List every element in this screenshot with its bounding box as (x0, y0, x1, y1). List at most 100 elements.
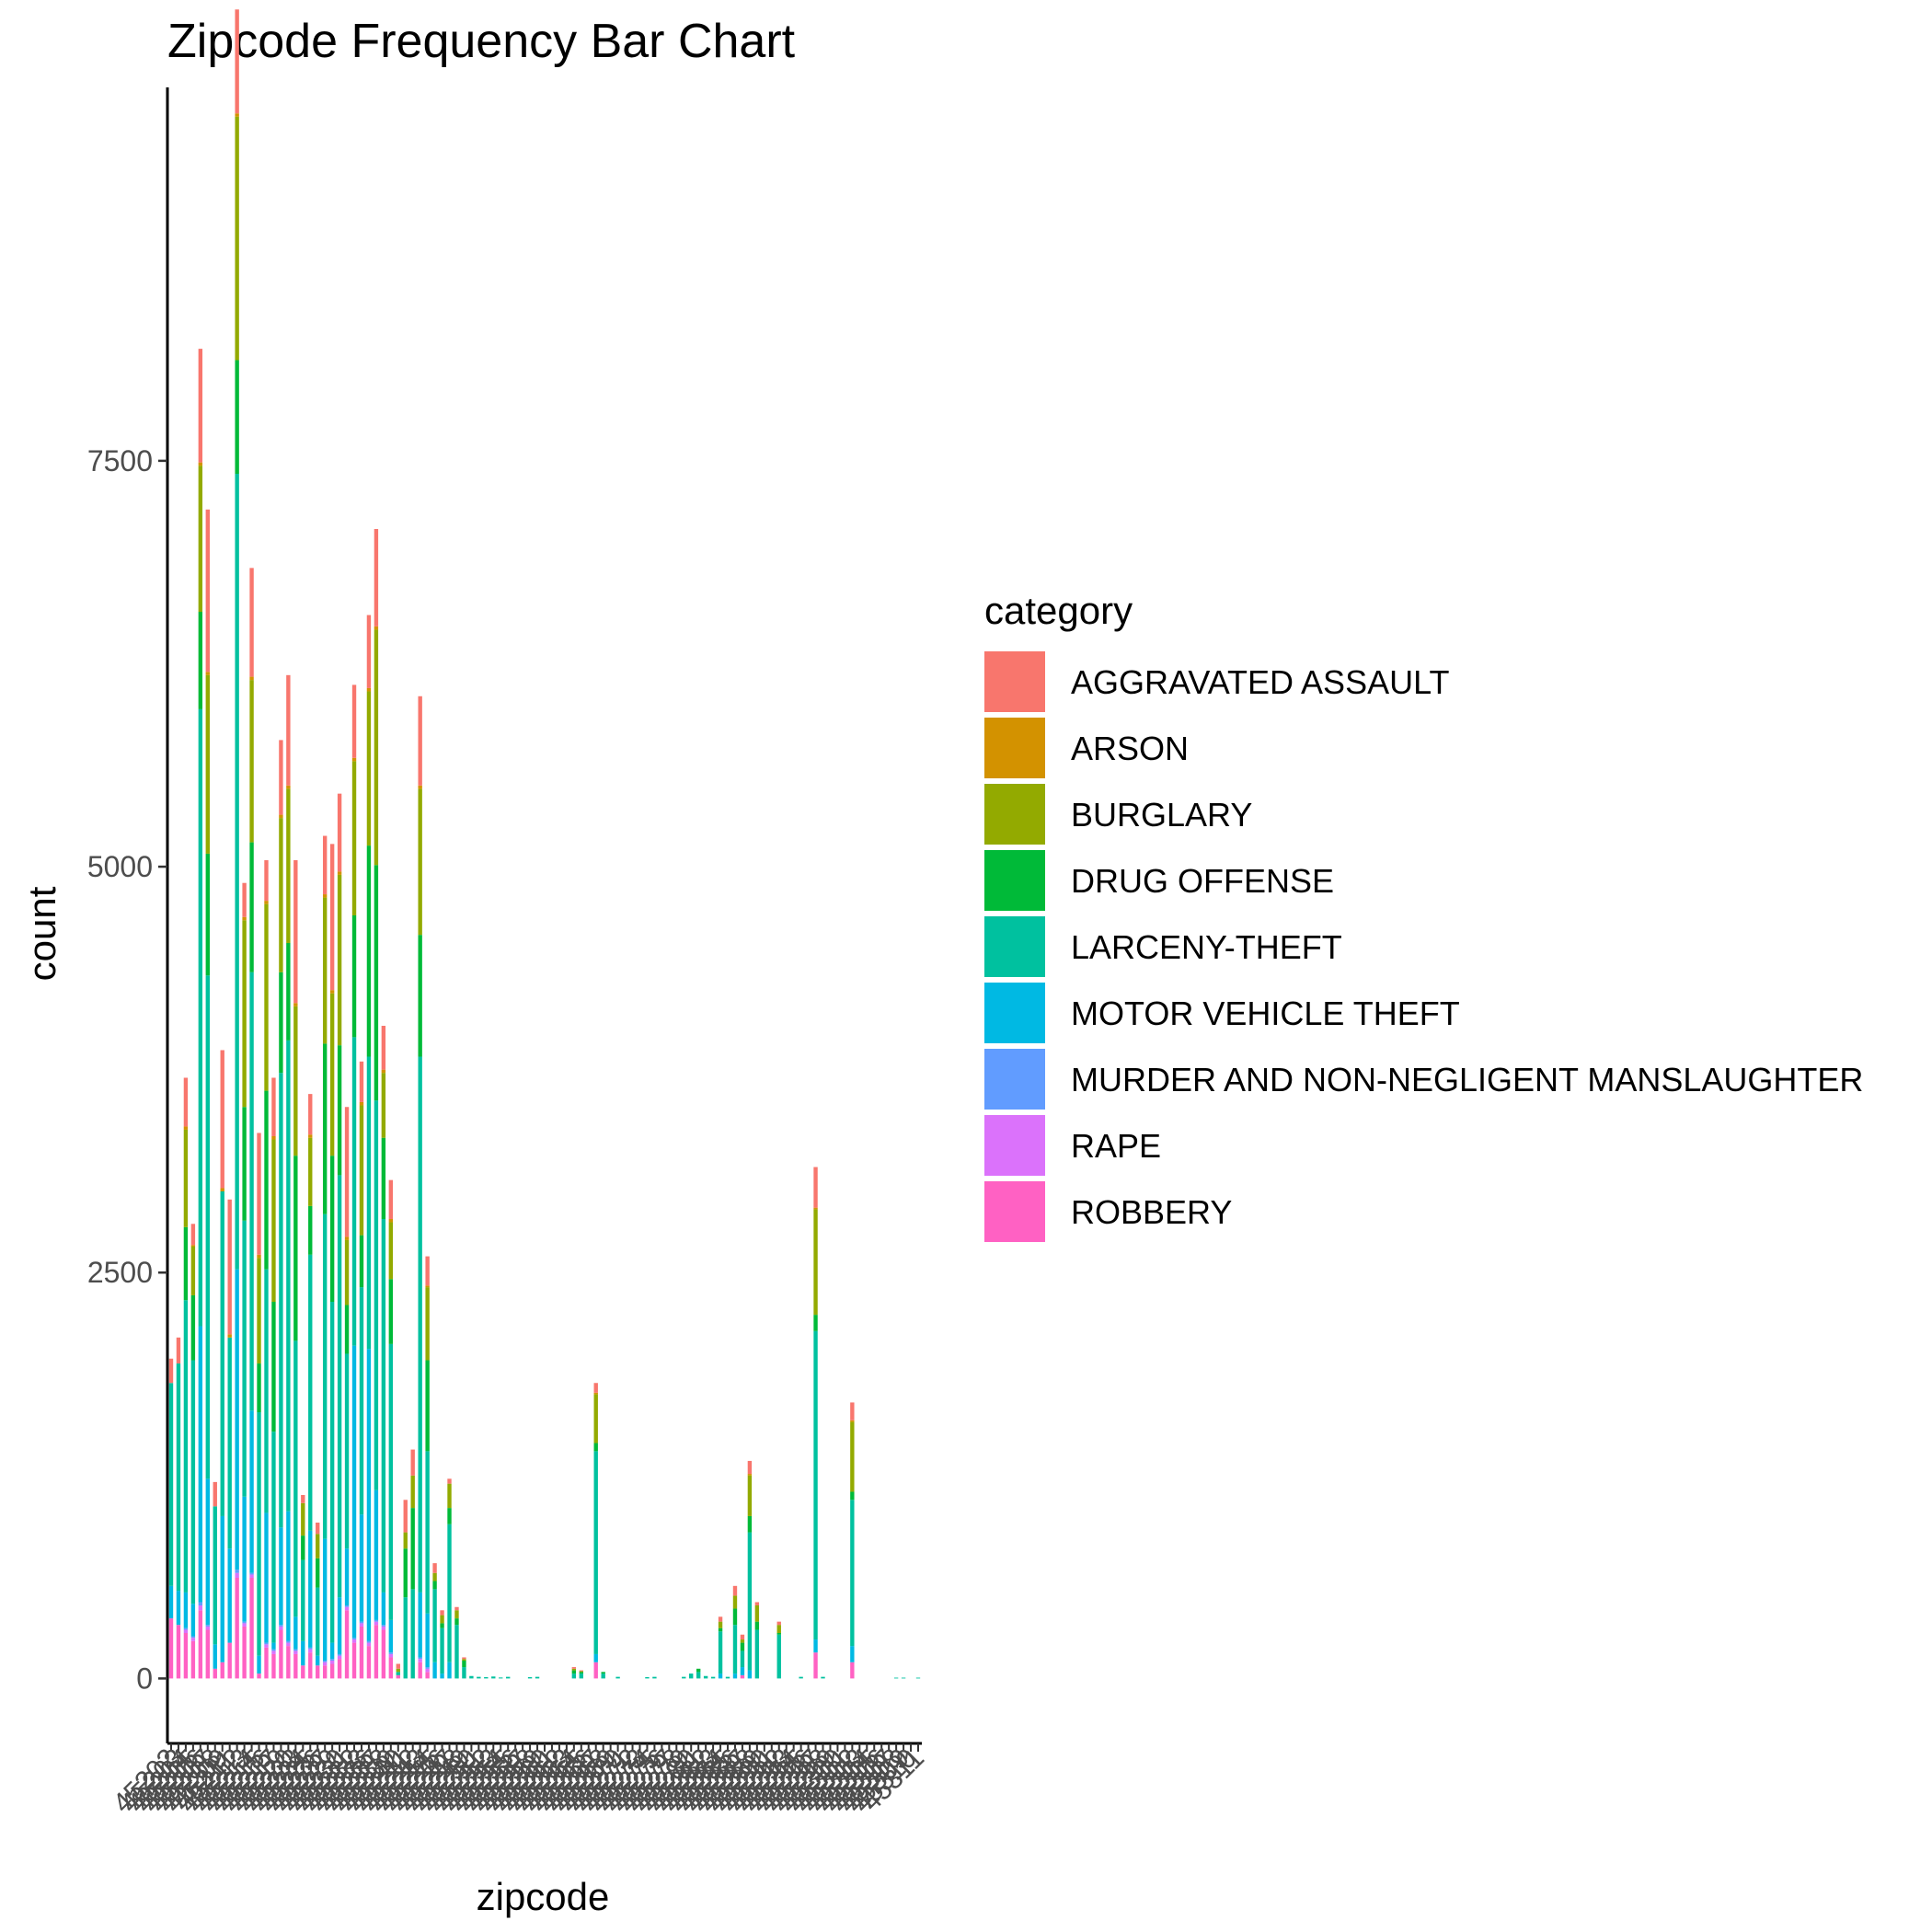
bar-segment (308, 1134, 313, 1138)
bar-segment (293, 1006, 298, 1156)
bar-segment (286, 943, 291, 1041)
bar-segment (579, 1672, 583, 1674)
bar-segment (754, 1629, 760, 1679)
bar-segment (388, 1179, 394, 1219)
bar-segment (893, 1677, 899, 1679)
bar-segment (374, 629, 379, 866)
bar-segment (388, 1343, 394, 1620)
bar-segment (571, 1668, 577, 1671)
bar-segment (308, 1652, 313, 1679)
bar-segment (593, 1443, 598, 1452)
bar-segment (593, 1451, 598, 1654)
bar-segment (316, 1534, 320, 1558)
bar-segment (337, 1659, 342, 1679)
bar-segment (432, 1662, 437, 1679)
bar-segment (484, 1677, 489, 1679)
bar-segment (418, 935, 422, 1057)
bar-segment (579, 1671, 583, 1673)
bar-segment (615, 1676, 620, 1679)
bar-segment (337, 793, 342, 872)
bar-segment (813, 1652, 818, 1679)
bar-segment (351, 1345, 357, 1639)
bar-segment (718, 1616, 723, 1622)
bar-segment (242, 1496, 247, 1622)
y-axis-title: count (20, 886, 63, 981)
bar-segment (316, 1665, 320, 1679)
bar-segment (344, 1236, 350, 1240)
bar-segment (322, 1043, 328, 1214)
bar-segment (366, 1640, 372, 1643)
bar-segment (257, 1412, 261, 1656)
bar-segment (652, 1676, 657, 1679)
legend-swatch (984, 983, 1045, 1043)
bar-segment (813, 1330, 818, 1640)
bar-segment (447, 1662, 452, 1679)
chart-title: Zipcode Frequency Bar Chart (167, 15, 796, 68)
bar-segment (381, 1625, 386, 1627)
bar-segment (183, 1226, 189, 1301)
bar-segment (176, 1337, 181, 1364)
bar-segment (271, 1077, 276, 1136)
bar-segment (286, 1646, 291, 1679)
bar-segment (213, 1506, 217, 1645)
bar-segment (301, 1495, 305, 1503)
bar-segment (410, 1449, 415, 1476)
bar-segment (286, 674, 291, 786)
bar-segment (227, 1334, 232, 1338)
bar-segment (190, 1247, 196, 1295)
bar-segment (293, 860, 298, 1004)
bar-segment (747, 1515, 753, 1533)
bar-segment (499, 1677, 503, 1679)
bar-segment (316, 1558, 320, 1588)
legend-swatch (984, 1115, 1045, 1176)
bar-segment (168, 1618, 174, 1679)
bar-segment (388, 1653, 394, 1658)
bar-segment (747, 1670, 753, 1679)
bar-segment (249, 676, 254, 681)
bar-segment (813, 1639, 818, 1653)
bar-segment (183, 1300, 189, 1593)
bar-segment (205, 853, 210, 976)
bar-segment (242, 1621, 247, 1624)
bar-segment (454, 1618, 459, 1626)
bar-segment (725, 1676, 730, 1679)
bar-segment (718, 1627, 723, 1632)
bar-segment (776, 1621, 781, 1626)
bar-segment (410, 1475, 415, 1509)
bar-segment (388, 1222, 394, 1280)
bar-segment (381, 1219, 386, 1593)
bar-segment (359, 1235, 364, 1288)
bar-segment (322, 1661, 328, 1662)
bar-segment (316, 1523, 320, 1535)
bar-segment (535, 1676, 540, 1679)
bar-segment (732, 1673, 738, 1679)
bar-segment (747, 1474, 753, 1476)
bar-segment (329, 1661, 335, 1664)
y-tick-label: 7500 (87, 444, 153, 477)
bar-segment (322, 1665, 328, 1679)
bar-segment (425, 1613, 430, 1668)
bar-segment (432, 1589, 437, 1662)
bar-segment (279, 1527, 283, 1626)
bar-segment (381, 1073, 386, 1138)
bar-segment (396, 1672, 400, 1675)
bar-segment (732, 1595, 738, 1609)
bar-segment (593, 1662, 598, 1679)
bar-segment (183, 1126, 189, 1130)
legend-swatch (984, 784, 1045, 845)
bar-segment (593, 1383, 598, 1393)
bar-segment (381, 1137, 386, 1219)
bar-segment (183, 1633, 189, 1679)
bars-layer (168, 9, 921, 1679)
legend-swatch (984, 718, 1045, 778)
bar-segment (242, 882, 247, 917)
bar-segment (462, 1657, 466, 1660)
bar-segment (682, 1676, 686, 1679)
bar-segment (271, 1139, 276, 1302)
bar-segment (344, 1353, 350, 1549)
bar-segment (403, 1500, 408, 1533)
bar-segment (183, 1592, 189, 1628)
bar-segment (418, 1659, 422, 1662)
bar-segment (425, 1287, 430, 1361)
bar-segment (601, 1673, 605, 1679)
